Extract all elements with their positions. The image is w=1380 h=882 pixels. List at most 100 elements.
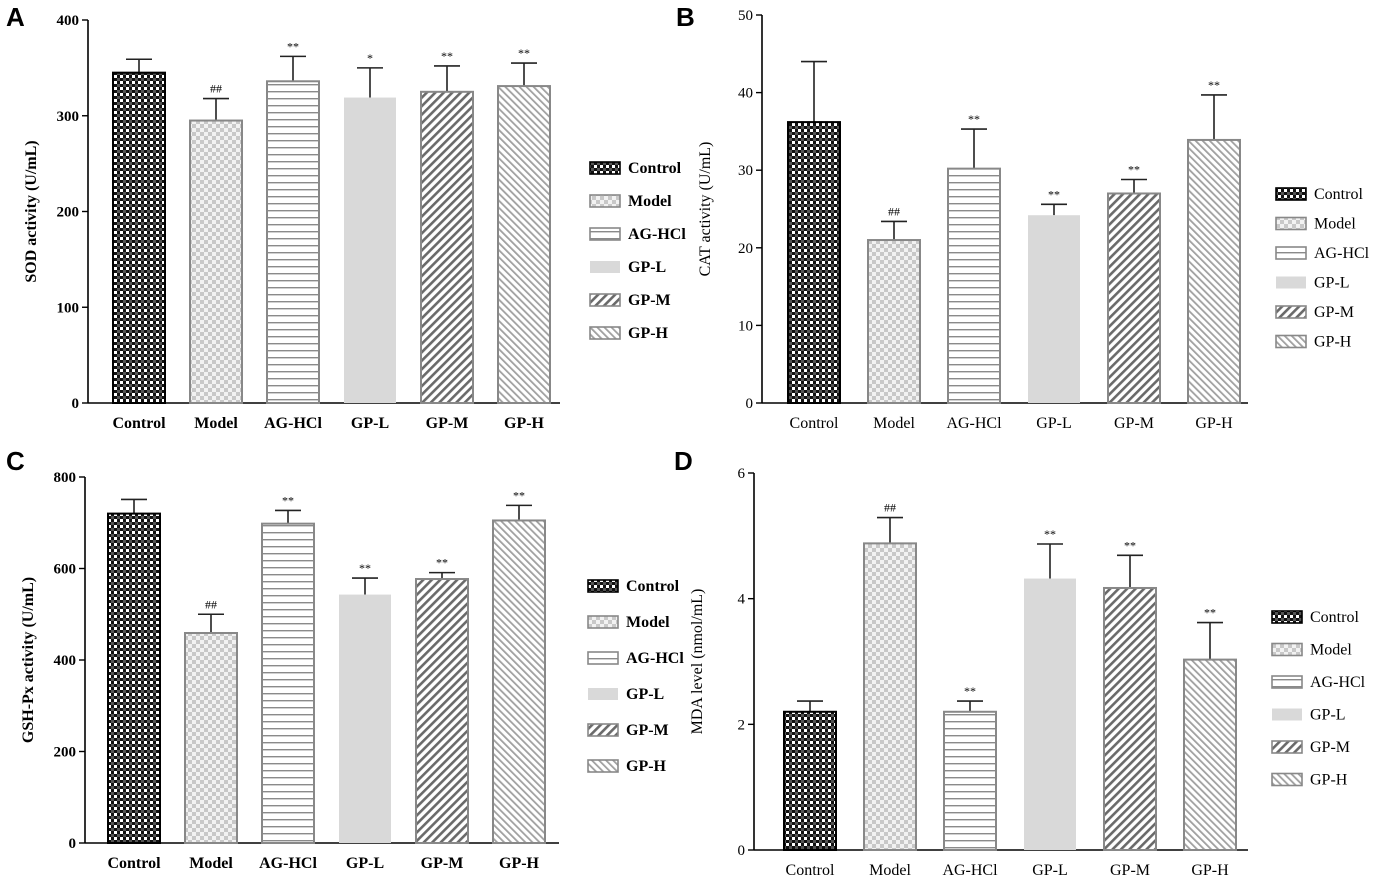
bar-d-control bbox=[783, 710, 837, 851]
bar-b-control bbox=[787, 121, 841, 404]
legend-label-c-control: Control bbox=[626, 578, 680, 595]
legend-label-b-model: Model bbox=[1314, 216, 1356, 233]
legend-label-b-gp-h: GP-H bbox=[1314, 334, 1352, 351]
significance-b-model: ## bbox=[888, 204, 900, 218]
legend-label-a-gp-m: GP-M bbox=[628, 292, 671, 309]
legend-label-d-control: Control bbox=[1310, 609, 1359, 626]
category-label-b-gp-h: GP-H bbox=[1195, 415, 1233, 432]
legend-label-c-gp-l: GP-L bbox=[626, 686, 664, 703]
panel-b-cat-chart: 0 10 20 30 40 50 CAT activity (U/mL) Control ## M… bbox=[697, 8, 1370, 432]
significance-d-gp-l: ** bbox=[1044, 527, 1056, 541]
legend-label-b-control: Control bbox=[1314, 186, 1363, 203]
legend-label-a-model: Model bbox=[628, 193, 672, 210]
category-label-b-model: Model bbox=[873, 415, 915, 432]
legend-swatch-b-gp-h bbox=[1275, 334, 1307, 349]
category-label-b-ag-hcl: AG-HCl bbox=[946, 415, 1002, 432]
category-label-a-gp-l: GP-L bbox=[351, 415, 389, 432]
legend-swatch-b-ag-hcl bbox=[1275, 246, 1307, 260]
legend-swatch-a-gp-m bbox=[589, 293, 621, 307]
bar-a-gp-m bbox=[420, 90, 474, 404]
y-tick-label-a-0: 0 bbox=[72, 396, 80, 412]
legend-swatch-c-gp-h bbox=[587, 759, 619, 773]
significance-c-gp-h: ** bbox=[513, 488, 525, 502]
legend-label-d-ag-hcl: AG-HCl bbox=[1310, 674, 1366, 691]
category-label-c-gp-h: GP-H bbox=[499, 855, 540, 872]
legend-swatch-c-gp-m bbox=[587, 723, 619, 737]
legend-label-a-control: Control bbox=[628, 160, 682, 177]
bar-a-control bbox=[112, 71, 166, 404]
y-tick-label-b-40: 40 bbox=[738, 86, 753, 102]
significance-a-ag-hcl: ** bbox=[287, 39, 299, 53]
y-tick-label-a-200: 200 bbox=[57, 205, 80, 221]
y-tick-label-d-2: 2 bbox=[738, 717, 746, 733]
y-axis-label-c: GSH-Px activity (U/mL) bbox=[20, 577, 37, 743]
bar-b-gp-m bbox=[1107, 192, 1161, 404]
panel-letter-a: A bbox=[6, 2, 25, 32]
legend-label-d-model: Model bbox=[1310, 642, 1352, 659]
significance-a-gp-l: * bbox=[367, 51, 373, 65]
significance-a-gp-m: ** bbox=[441, 49, 453, 63]
bar-c-model bbox=[184, 632, 238, 844]
legend-swatch-c-gp-l bbox=[588, 688, 618, 700]
legend-label-a-gp-l: GP-L bbox=[628, 259, 666, 276]
legend-swatch-c-model bbox=[587, 615, 619, 629]
category-label-d-model: Model bbox=[869, 862, 911, 879]
legend-swatch-a-ag-hcl bbox=[589, 227, 621, 241]
significance-c-ag-hcl: ** bbox=[282, 493, 294, 507]
significance-c-gp-m: ** bbox=[436, 556, 448, 570]
y-tick-label-b-0: 0 bbox=[746, 396, 754, 412]
category-label-a-gp-h: GP-H bbox=[504, 415, 545, 432]
bar-c-gp-h bbox=[492, 519, 546, 845]
legend-label-d-gp-h: GP-H bbox=[1310, 772, 1348, 789]
y-axis-label-d: MDA level (nmol/mL) bbox=[689, 589, 706, 735]
legend-swatch-b-gp-m bbox=[1275, 305, 1307, 319]
y-tick-label-a-100: 100 bbox=[57, 300, 80, 316]
y-tick-label-c-800: 800 bbox=[54, 470, 77, 486]
category-label-b-gp-l: GP-L bbox=[1036, 415, 1072, 432]
bar-a-gp-h bbox=[497, 85, 551, 404]
significance-b-gp-l: ** bbox=[1048, 187, 1060, 201]
significance-d-gp-h: ** bbox=[1204, 606, 1216, 620]
bar-d-gp-l bbox=[1024, 578, 1076, 850]
bar-d-gp-h bbox=[1183, 658, 1237, 851]
legend-label-a-gp-h: GP-H bbox=[628, 325, 669, 342]
legend-swatch-a-gp-h bbox=[589, 326, 621, 340]
category-label-c-control: Control bbox=[107, 855, 161, 872]
legend-label-b-gp-l: GP-L bbox=[1314, 275, 1350, 292]
category-label-c-ag-hcl: AG-HCl bbox=[259, 855, 317, 872]
significance-a-model: ## bbox=[210, 82, 222, 96]
bar-c-gp-l bbox=[339, 594, 391, 843]
significance-b-gp-h: ** bbox=[1208, 78, 1220, 92]
legend-label-d-gp-l: GP-L bbox=[1310, 707, 1346, 724]
panel-c-gshpx-chart: 0 200 400 600 800 GSH-Px activity (U/mL) Contr… bbox=[20, 470, 684, 872]
legend-swatch-c-ag-hcl bbox=[587, 651, 619, 665]
panel-a-sod-chart: 0 100 200 300 400 SOD activity (U/mL) Control #… bbox=[23, 13, 686, 432]
y-tick-label-d-4: 4 bbox=[738, 592, 746, 608]
y-tick-label-c-200: 200 bbox=[54, 745, 77, 761]
bar-b-gp-h bbox=[1187, 138, 1241, 404]
y-tick-label-d-0: 0 bbox=[738, 843, 746, 859]
category-label-a-ag-hcl: AG-HCl bbox=[264, 415, 322, 432]
legend-swatch-d-gp-m bbox=[1271, 740, 1303, 754]
legend-swatch-b-gp-l bbox=[1276, 276, 1306, 289]
y-tick-label-c-400: 400 bbox=[54, 653, 77, 669]
category-label-a-gp-m: GP-M bbox=[426, 415, 469, 432]
y-axis-label-a: SOD activity (U/mL) bbox=[23, 140, 40, 282]
category-label-d-gp-h: GP-H bbox=[1191, 862, 1229, 879]
legend-label-b-ag-hcl: AG-HCl bbox=[1314, 245, 1370, 262]
legend-swatch-d-ag-hcl bbox=[1271, 675, 1303, 689]
category-label-b-gp-m: GP-M bbox=[1114, 415, 1154, 432]
bar-a-gp-l bbox=[344, 97, 396, 404]
legend-label-a-ag-hcl: AG-HCl bbox=[628, 226, 686, 243]
bar-d-model bbox=[863, 542, 917, 852]
panel-d-mda-chart: 0 2 4 6 MDA level (nmol/mL) Control ## Model ** A… bbox=[689, 466, 1366, 879]
legend-label-c-gp-h: GP-H bbox=[626, 758, 667, 775]
bar-d-ag-hcl bbox=[943, 710, 997, 851]
legend-swatch-d-gp-h bbox=[1271, 772, 1303, 787]
significance-b-ag-hcl: ** bbox=[968, 112, 980, 126]
category-label-b-control: Control bbox=[790, 415, 839, 432]
bar-b-model bbox=[867, 239, 921, 404]
legend-label-b-gp-m: GP-M bbox=[1314, 304, 1354, 321]
legend-swatch-a-control bbox=[589, 161, 621, 175]
